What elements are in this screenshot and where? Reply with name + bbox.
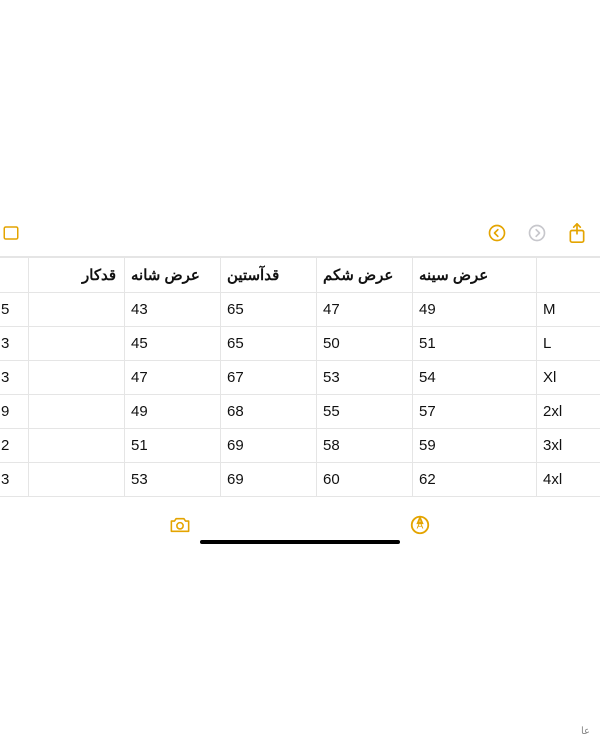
cell[interactable]: 3 [0, 361, 29, 395]
panel-icon[interactable] [0, 222, 22, 244]
camera-icon[interactable] [169, 514, 191, 536]
cell[interactable]: 68 [221, 395, 317, 429]
cell[interactable]: 3 [0, 463, 29, 497]
svg-text:A: A [417, 521, 424, 532]
cell[interactable] [29, 293, 125, 327]
cell[interactable]: 51 [125, 429, 221, 463]
cell[interactable]: 45 [125, 327, 221, 361]
cell[interactable]: 49 [413, 293, 537, 327]
size-table-wrap: قدکار عرض شانه قدآستین عرض شکم عرض سینه … [0, 256, 600, 497]
share-icon[interactable] [566, 222, 588, 244]
watermark: عا [581, 726, 590, 737]
col-header [0, 258, 29, 293]
col-header-sine: عرض سینه [413, 258, 537, 293]
note-bottom-bar: A [0, 510, 600, 540]
marker-icon[interactable]: A [409, 514, 431, 536]
table-row[interactable]: 5 43 65 47 49 M [0, 293, 600, 327]
cell-size[interactable]: M [537, 293, 600, 327]
cell[interactable]: 58 [317, 429, 413, 463]
cell[interactable]: 69 [221, 463, 317, 497]
col-header-ghad: قدکار [29, 258, 125, 293]
cell[interactable]: 53 [125, 463, 221, 497]
size-table[interactable]: قدکار عرض شانه قدآستین عرض شکم عرض سینه … [0, 257, 600, 497]
toolbar-left-edge [0, 218, 22, 248]
cell[interactable]: 47 [317, 293, 413, 327]
undo-icon[interactable] [486, 222, 508, 244]
cell[interactable]: 67 [221, 361, 317, 395]
table-row[interactable]: 3 53 69 60 62 4xl [0, 463, 600, 497]
cell[interactable]: 65 [221, 293, 317, 327]
cell[interactable] [29, 361, 125, 395]
table-row[interactable]: 2 51 69 58 59 3xl [0, 429, 600, 463]
table-row[interactable]: 3 47 67 53 54 Xl [0, 361, 600, 395]
cell[interactable] [29, 429, 125, 463]
cell[interactable] [29, 327, 125, 361]
cell-size[interactable]: L [537, 327, 600, 361]
cell[interactable]: 5 [0, 293, 29, 327]
cell[interactable]: 47 [125, 361, 221, 395]
col-header-shekam: عرض شکم [317, 258, 413, 293]
cell[interactable]: 69 [221, 429, 317, 463]
table-body: 5 43 65 47 49 M 3 45 65 50 51 L 3 47 [0, 293, 600, 497]
cell[interactable]: 9 [0, 395, 29, 429]
note-toolbar [0, 218, 600, 248]
cell-size[interactable]: 3xl [537, 429, 600, 463]
cell-size[interactable]: 2xl [537, 395, 600, 429]
col-header-size [537, 258, 600, 293]
table-row[interactable]: 9 49 68 55 57 2xl [0, 395, 600, 429]
cell[interactable]: 51 [413, 327, 537, 361]
cell[interactable]: 50 [317, 327, 413, 361]
cell[interactable]: 3 [0, 327, 29, 361]
cell[interactable]: 2 [0, 429, 29, 463]
cell[interactable]: 60 [317, 463, 413, 497]
cell[interactable]: 59 [413, 429, 537, 463]
cell-size[interactable]: Xl [537, 361, 600, 395]
cell[interactable]: 57 [413, 395, 537, 429]
cell[interactable]: 54 [413, 361, 537, 395]
redo-icon [526, 222, 548, 244]
cell[interactable]: 62 [413, 463, 537, 497]
col-header-shaneh: عرض شانه [125, 258, 221, 293]
cell[interactable]: 43 [125, 293, 221, 327]
cell[interactable]: 55 [317, 395, 413, 429]
home-indicator [200, 540, 400, 544]
cell[interactable]: 49 [125, 395, 221, 429]
cell[interactable] [29, 395, 125, 429]
table-row[interactable]: 3 45 65 50 51 L [0, 327, 600, 361]
cell-size[interactable]: 4xl [537, 463, 600, 497]
cell[interactable]: 65 [221, 327, 317, 361]
col-header-astin: قدآستین [221, 258, 317, 293]
cell[interactable]: 53 [317, 361, 413, 395]
table-header-row: قدکار عرض شانه قدآستین عرض شکم عرض سینه [0, 258, 600, 293]
cell[interactable] [29, 463, 125, 497]
